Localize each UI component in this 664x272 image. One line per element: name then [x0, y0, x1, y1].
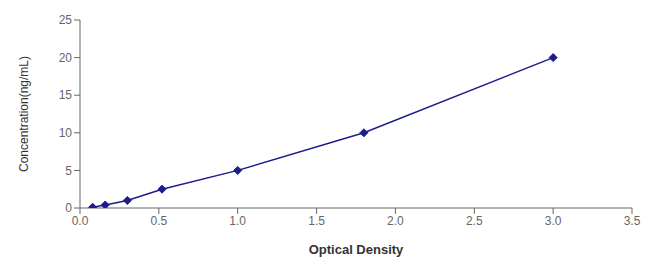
svg-text:25: 25: [59, 13, 73, 27]
svg-text:3.5: 3.5: [624, 214, 641, 228]
svg-text:2.5: 2.5: [466, 214, 483, 228]
svg-text:Optical Density: Optical Density: [309, 242, 404, 257]
svg-text:2.0: 2.0: [387, 214, 404, 228]
svg-text:5: 5: [65, 164, 72, 178]
svg-text:0.0: 0.0: [72, 214, 89, 228]
svg-text:15: 15: [59, 88, 73, 102]
svg-text:20: 20: [59, 51, 73, 65]
svg-text:1.5: 1.5: [308, 214, 325, 228]
svg-text:1.0: 1.0: [229, 214, 246, 228]
svg-text:0: 0: [65, 201, 72, 215]
svg-text:0.5: 0.5: [151, 214, 168, 228]
svg-text:Concentration(ng/mL): Concentration(ng/mL): [17, 56, 31, 172]
svg-text:10: 10: [59, 126, 73, 140]
svg-text:3.0: 3.0: [545, 214, 562, 228]
